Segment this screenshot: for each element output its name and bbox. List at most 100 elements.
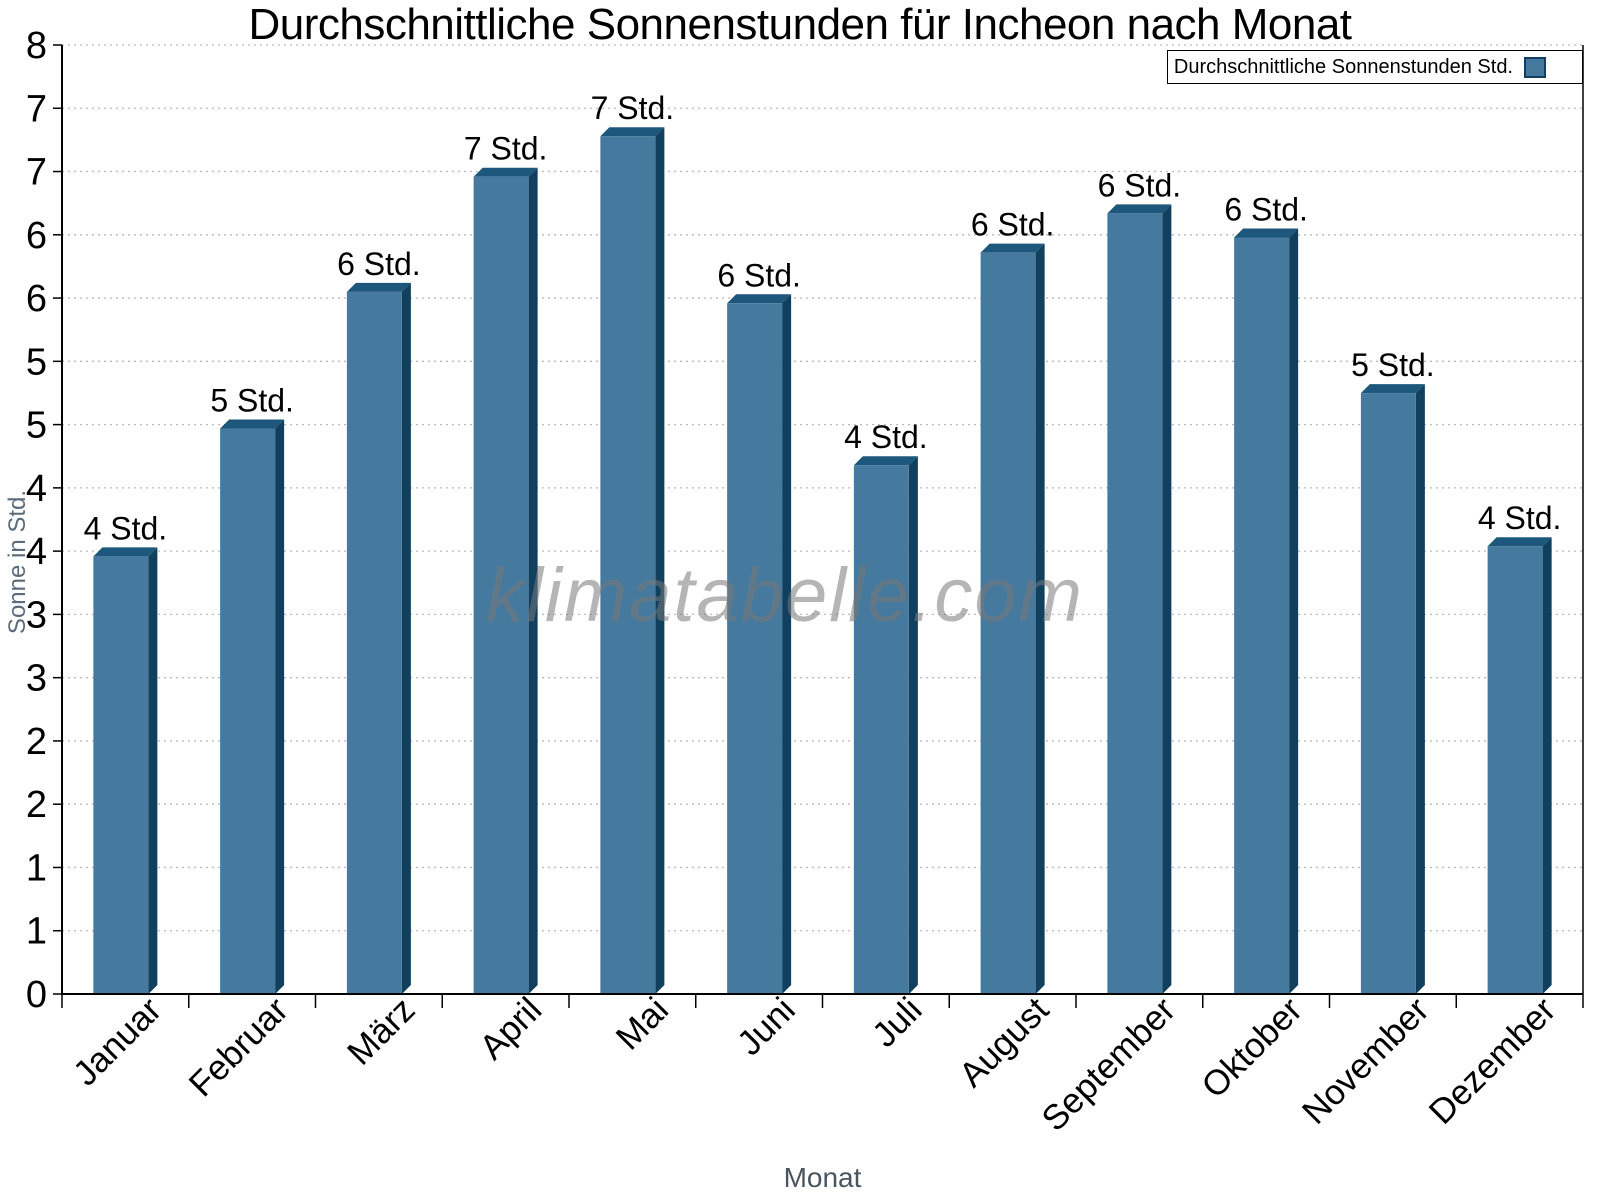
y-tick-label: 3 — [26, 658, 47, 700]
bar-april: 7 Std. — [464, 131, 548, 995]
bar-front-face — [853, 465, 909, 994]
x-tick-label: Mai — [609, 990, 676, 1057]
bar-juni: 6 Std. — [717, 257, 801, 995]
y-tick-label: 1 — [26, 847, 47, 889]
x-tick-label: Dezember — [1422, 990, 1564, 1132]
bar-side-face — [148, 547, 158, 994]
y-tick-label: 0 — [26, 974, 47, 1016]
bar-front-face — [346, 291, 402, 994]
bar-front-face — [473, 176, 529, 995]
y-tick-label: 1 — [26, 911, 47, 953]
bar-front-face — [980, 252, 1036, 994]
bar-märz: 6 Std. — [337, 246, 421, 994]
bar-front-face — [220, 428, 276, 994]
bar-november: 5 Std. — [1351, 347, 1435, 994]
bar-top-face — [1360, 384, 1425, 394]
bar-front-face — [93, 556, 149, 994]
y-tick-label: 6 — [26, 278, 47, 320]
y-tick-label: 7 — [26, 152, 47, 194]
y-tick-label: 6 — [26, 215, 47, 257]
bar-front-face — [1107, 213, 1163, 994]
bar-value-label: 4 Std. — [844, 419, 928, 455]
bar-value-label: 6 Std. — [717, 257, 801, 293]
bar-top-face — [727, 294, 792, 304]
bar-side-face — [1162, 204, 1172, 994]
bar-value-label: 5 Std. — [210, 383, 294, 419]
bar-mai: 7 Std. — [591, 90, 675, 995]
legend: Durchschnittliche Sonnenstunden Std. — [1167, 50, 1583, 84]
chart-title: Durchschnittliche Sonnenstunden für Inch… — [248, 0, 1352, 49]
y-tick-label: 7 — [26, 88, 47, 130]
x-tick-label: Oktober — [1194, 990, 1310, 1106]
bar-januar: 4 Std. — [84, 510, 168, 994]
x-tick-label: März — [340, 990, 423, 1073]
x-axis-title: Monat — [783, 1162, 862, 1193]
bar-value-label: 5 Std. — [1351, 347, 1435, 383]
bar-top-face — [600, 127, 665, 137]
bar-side-face — [401, 282, 411, 994]
bar-top-face — [1487, 537, 1552, 547]
x-tick-label: September — [1034, 990, 1183, 1139]
bar-value-label: 7 Std. — [464, 131, 548, 167]
bar-value-label: 7 Std. — [591, 90, 675, 126]
y-axis-ticks: 0 1 1 2 2 3 3 4 4 5 5 6 6 7 7 8 — [26, 25, 62, 1016]
y-tick-label: 3 — [26, 594, 47, 636]
bar-side-face — [1289, 228, 1299, 994]
bar-september: 6 Std. — [1098, 167, 1182, 994]
gridlines — [62, 44, 1583, 932]
bar-front-face — [600, 136, 656, 994]
bar-side-face — [1415, 384, 1425, 994]
bar-side-face — [1035, 243, 1045, 994]
x-axis-ticks: Januar Februar März April Mai Juni Juli AugustS… — [61, 990, 1584, 1139]
x-tick-label: November — [1295, 990, 1437, 1132]
bar-top-face — [220, 419, 285, 429]
bar-value-label: 4 Std. — [1478, 500, 1562, 536]
legend-label: Durchschnittliche Sonnenstunden Std. — [1173, 55, 1513, 78]
bar-top-face — [980, 243, 1045, 253]
y-axis-title: Sonne in Std. — [4, 489, 31, 635]
bar-februar: 5 Std. — [210, 383, 294, 994]
bar-side-face — [275, 419, 285, 994]
bar-august: 6 Std. — [971, 207, 1055, 994]
bar-value-label: 4 Std. — [84, 510, 168, 546]
bar-side-face — [655, 127, 665, 995]
bar-dezember: 4 Std. — [1478, 500, 1562, 994]
bar-front-face — [727, 303, 783, 995]
bar-top-face — [93, 547, 158, 557]
legend-swatch-icon — [1524, 56, 1546, 78]
bar-front-face — [1360, 393, 1416, 994]
axes — [61, 45, 1584, 995]
bar-top-face — [346, 282, 411, 292]
bar-side-face — [782, 294, 792, 995]
x-tick-label: Januar — [66, 990, 169, 1093]
bar-top-face — [1234, 228, 1299, 238]
bar-top-face — [473, 167, 538, 177]
bar-oktober: 6 Std. — [1224, 191, 1308, 994]
bar-front-face — [1487, 546, 1543, 994]
bar-value-label: 6 Std. — [1224, 191, 1308, 227]
bars: 4 Std. 5 Std. 6 Std. 7 Std. 7 Std. 6 Std. 4 St… — [84, 90, 1562, 995]
y-tick-label: 4 — [26, 468, 47, 510]
bar-top-face — [1107, 204, 1172, 214]
bar-value-label: 6 Std. — [1098, 167, 1182, 203]
bar-side-face — [528, 167, 538, 995]
bar-juli: 4 Std. — [844, 419, 928, 994]
y-tick-label: 2 — [26, 784, 47, 826]
x-tick-label: Juli — [865, 990, 930, 1055]
y-tick-label: 2 — [26, 721, 47, 763]
bar-front-face — [1234, 237, 1290, 994]
y-tick-label: 5 — [26, 341, 47, 383]
y-tick-label: 8 — [26, 25, 47, 67]
y-tick-label: 5 — [26, 405, 47, 447]
bar-side-face — [908, 456, 918, 994]
bar-top-face — [853, 456, 918, 466]
bar-value-label: 6 Std. — [971, 207, 1055, 243]
x-tick-label: Februar — [182, 990, 296, 1104]
bar-side-face — [1542, 537, 1552, 994]
x-tick-label: April — [472, 990, 549, 1067]
x-tick-label: August — [952, 990, 1057, 1095]
bar-value-label: 6 Std. — [337, 246, 421, 282]
y-tick-label: 4 — [26, 531, 47, 573]
